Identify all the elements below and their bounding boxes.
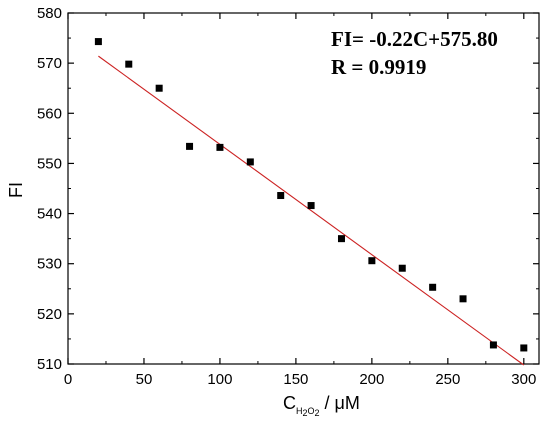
x-axis-title: CH2O2 / μM: [283, 393, 360, 418]
x-tick-label: 300: [511, 371, 536, 388]
x-tick-label: 200: [359, 371, 384, 388]
x-tick-label: 150: [283, 371, 308, 388]
x-tick-label: 50: [136, 371, 153, 388]
data-point: [489, 341, 497, 349]
y-tick-label: 530: [37, 256, 62, 273]
data-point: [186, 142, 194, 150]
data-point: [398, 264, 406, 272]
data-point: [307, 202, 315, 210]
y-tick-label: 540: [37, 206, 62, 223]
data-point: [246, 158, 254, 166]
points-layer: [94, 38, 528, 352]
tick-layer: 0 50 100 150 200 250 300 510 520 530 540 550 560 570 5…: [37, 5, 539, 388]
x-tick-label: 100: [207, 371, 232, 388]
data-point: [216, 143, 224, 151]
y-tick-label: 580: [37, 5, 62, 22]
data-point: [520, 344, 528, 352]
fit-equation: FI= -0.22C+575.80: [331, 27, 498, 51]
y-tick-label: 570: [37, 55, 62, 72]
data-point: [429, 283, 437, 291]
fit-line: [98, 55, 525, 366]
axes: [67, 12, 540, 365]
x-tick-label: 250: [435, 371, 460, 388]
data-point: [368, 257, 376, 265]
data-point: [277, 192, 285, 200]
data-point: [337, 235, 345, 243]
data-point: [125, 60, 133, 68]
y-tick-label: 550: [37, 155, 62, 172]
y-tick-label: 560: [37, 105, 62, 122]
y-tick-label: 510: [37, 356, 62, 373]
y-tick-label: 520: [37, 306, 62, 323]
data-point: [155, 84, 163, 92]
data-point: [459, 295, 467, 303]
r-value: R = 0.9919: [331, 55, 426, 79]
plot-frame: [67, 12, 540, 365]
x-tick-label: 0: [64, 371, 72, 388]
fit-line-layer: [98, 55, 525, 366]
y-axis-title: FI: [6, 182, 26, 198]
data-point: [94, 38, 102, 46]
